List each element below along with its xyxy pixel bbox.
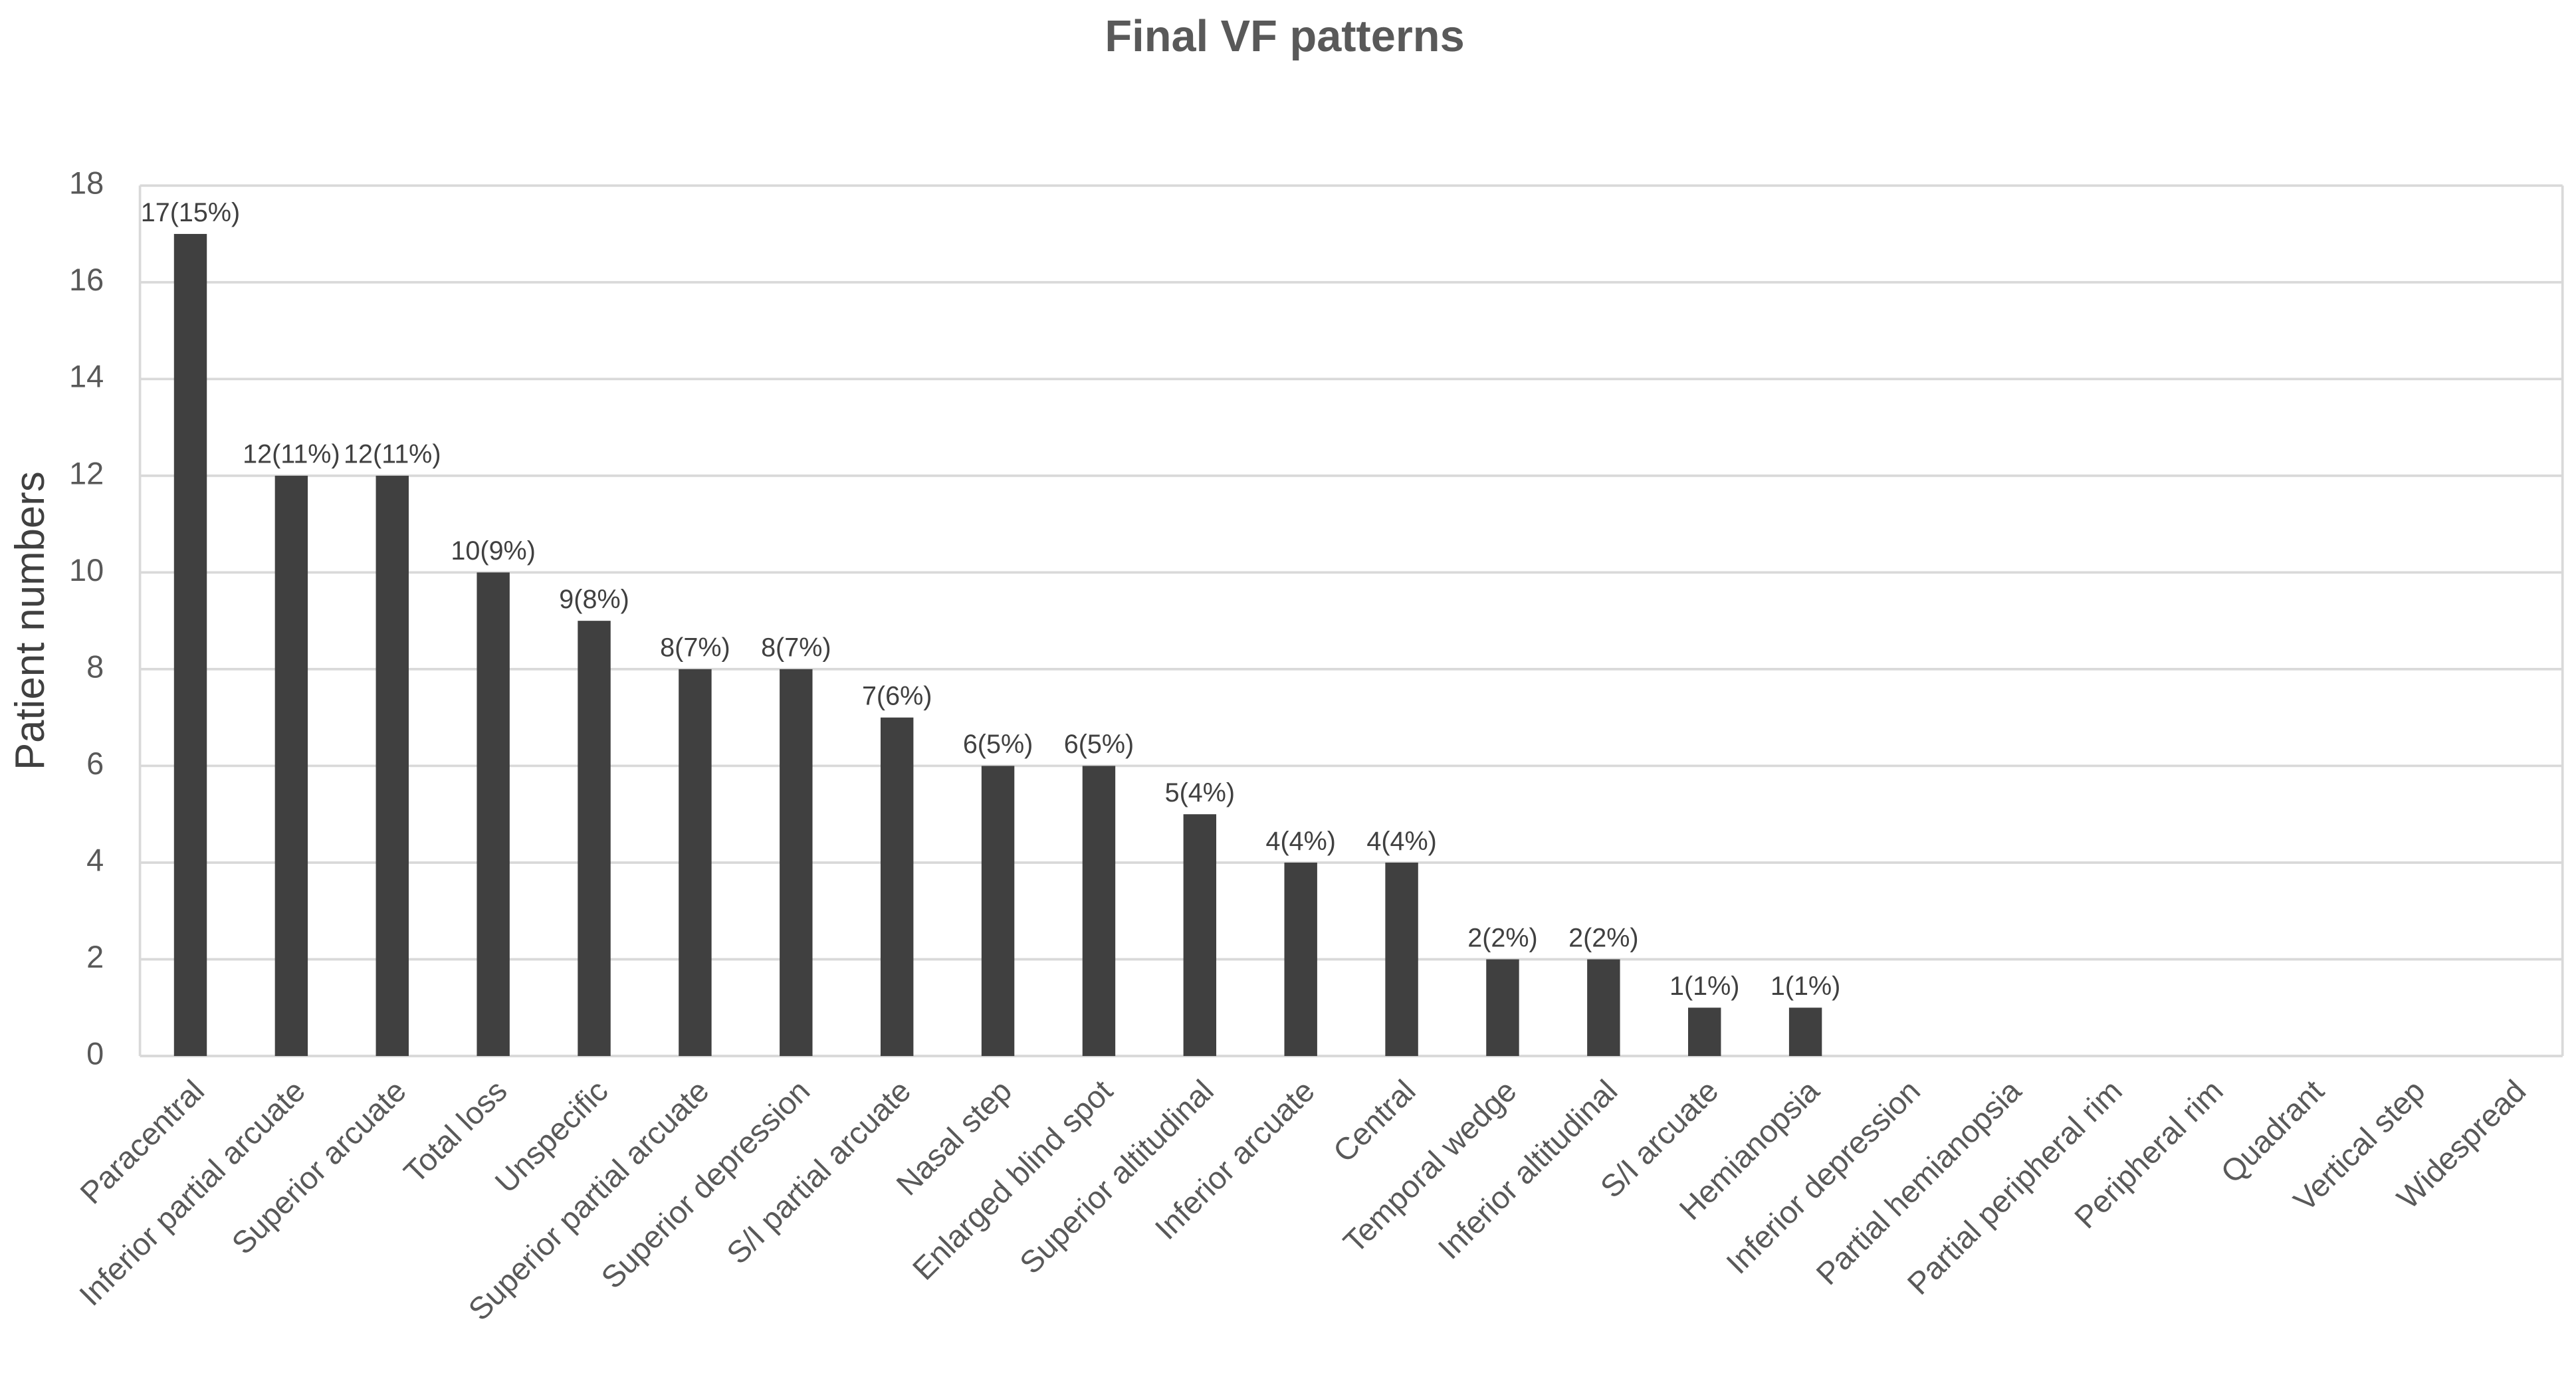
y-tick-label: 14 [69, 359, 104, 394]
value-label: 8(7%) [660, 633, 730, 663]
value-label: 4(4%) [1366, 827, 1436, 856]
value-label: 9(8%) [559, 585, 629, 614]
bar [780, 669, 813, 1057]
bar [1486, 959, 1519, 1057]
value-label: 5(4%) [1165, 778, 1235, 807]
bar [477, 572, 510, 1057]
x-tick-label: S/I partial arcuate [720, 1073, 918, 1271]
value-label: 2(2%) [1467, 923, 1537, 952]
bar [1284, 862, 1317, 1057]
bar [679, 669, 712, 1057]
x-tick-label: Temporal wedge [1337, 1073, 1523, 1259]
value-label: 8(7%) [761, 633, 831, 663]
x-tick-label: Central [1326, 1073, 1422, 1168]
bar [981, 766, 1015, 1057]
x-tick-label: Inferior altitudinal [1431, 1073, 1624, 1265]
y-tick-label: 10 [69, 552, 104, 587]
bar [1688, 1007, 1721, 1057]
value-label: 2(2%) [1568, 923, 1638, 952]
y-tick-label: 12 [69, 455, 104, 490]
bar [1788, 1007, 1822, 1057]
value-label: 1(1%) [1669, 972, 1739, 1001]
value-label: 6(5%) [963, 730, 1033, 759]
y-axis-label: Patient numbers [7, 471, 53, 770]
bar [578, 621, 611, 1057]
y-tick-label: 18 [69, 165, 104, 201]
value-label: 17(15%) [141, 198, 240, 227]
value-label: 10(9%) [451, 536, 535, 566]
x-tick-label: Superior arcuate [225, 1073, 413, 1261]
y-tick-label: 16 [69, 262, 104, 297]
bar [1587, 959, 1620, 1057]
bar [274, 475, 308, 1057]
value-label: 12(11%) [243, 440, 340, 469]
bar [1082, 766, 1116, 1057]
x-tick-label: Superior altitudinal [1013, 1073, 1220, 1280]
bar [880, 717, 914, 1057]
x-tick-label: Inferior depression [1719, 1073, 1927, 1280]
bar [173, 234, 207, 1057]
bar [376, 475, 409, 1057]
y-tick-label: 2 [86, 939, 104, 974]
y-tick-label: 6 [86, 746, 104, 781]
y-tick-label: 0 [86, 1035, 104, 1071]
value-label: 1(1%) [1771, 972, 1840, 1001]
y-tick-label: 4 [86, 842, 104, 877]
y-tick-label: 8 [86, 649, 104, 684]
value-label: 12(11%) [344, 440, 441, 469]
bar [1385, 862, 1418, 1057]
value-label: 4(4%) [1265, 827, 1335, 856]
bar [1183, 814, 1217, 1057]
chart-title: Final VF patterns [1105, 12, 1464, 61]
value-label: 6(5%) [1064, 730, 1134, 759]
value-label: 7(6%) [862, 681, 932, 710]
